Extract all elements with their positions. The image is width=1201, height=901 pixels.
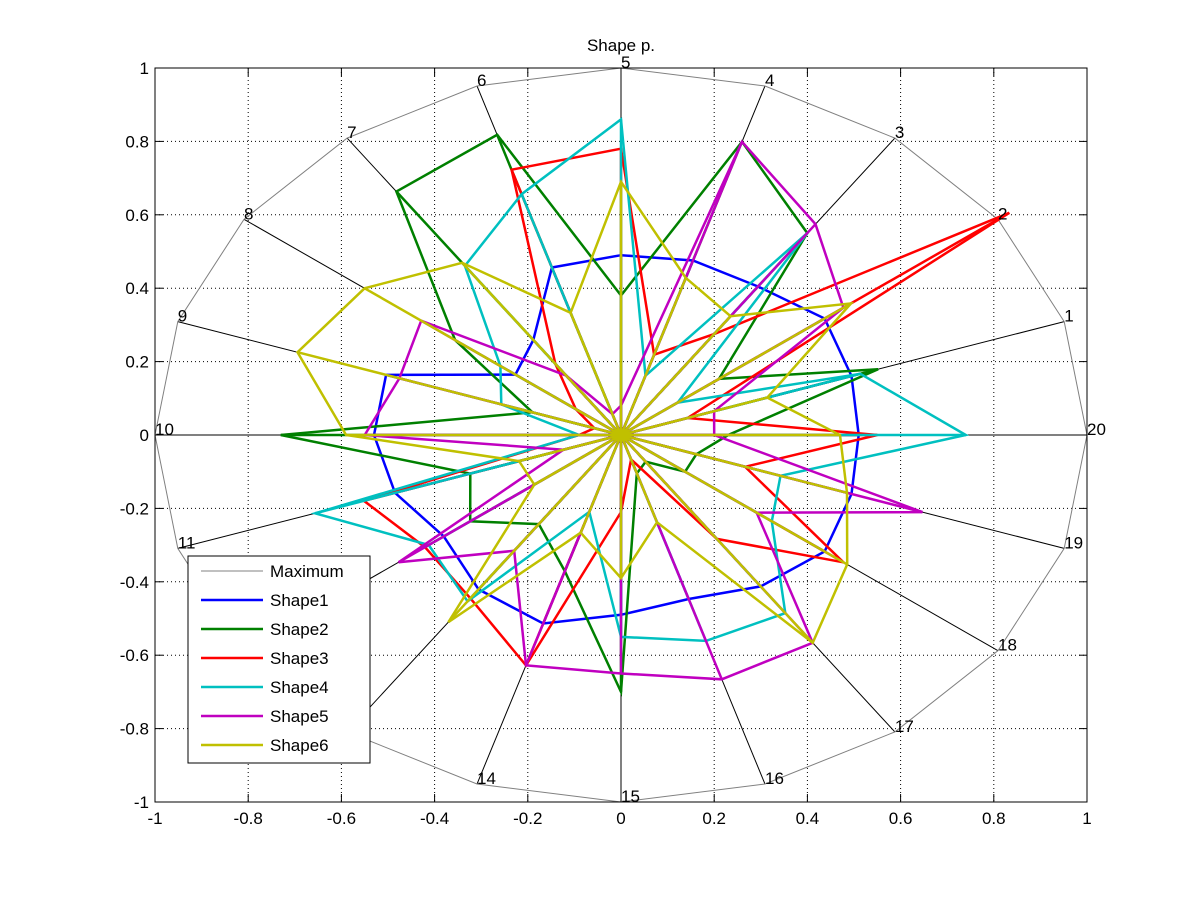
series-line-shape4 (310, 117, 970, 643)
series-spoke (620, 434, 814, 644)
series-spoke (619, 434, 659, 523)
x-tick-label: 0.2 (702, 809, 726, 828)
series-spoke (461, 261, 622, 436)
series-spoke (620, 433, 848, 495)
y-tick-label: -0.2 (120, 499, 149, 518)
x-tick-label: 0.6 (889, 809, 913, 828)
legend-label: Shape4 (270, 678, 329, 697)
spoke-label: 18 (998, 636, 1017, 655)
series-spoke (569, 312, 623, 436)
series-spoke (364, 287, 622, 437)
x-tick-label: -0.8 (234, 809, 263, 828)
spoke-label: 20 (1087, 420, 1106, 439)
series-spoke (518, 433, 622, 463)
spoke-label: 6 (477, 71, 486, 90)
y-tick-label: 0.8 (125, 132, 149, 151)
y-tick-label: 0.2 (125, 353, 149, 372)
x-tick-label: 0.4 (796, 809, 820, 828)
spoke-label: 9 (178, 307, 187, 326)
x-tick-label: 0 (616, 809, 625, 828)
spoke-label: 11 (178, 533, 196, 552)
y-tick-label: -0.4 (120, 573, 149, 592)
series-layer (280, 117, 1010, 697)
series-spoke (447, 434, 622, 623)
legend-label: Shape5 (270, 707, 329, 726)
spoke-labels: 1 2 3 4 5 6 7 8 9 10 11 14 15 16 17 18 19 20 (155, 53, 1106, 806)
spoke-label: 19 (1064, 533, 1083, 552)
series-spoke (620, 302, 852, 437)
legend-label: Maximum (270, 562, 344, 581)
spoke-label: 3 (895, 123, 904, 142)
y-tick-label: -0.6 (120, 646, 149, 665)
spoke-label: 16 (765, 769, 784, 788)
x-tick-label: 1 (1082, 809, 1091, 828)
spoke-label: 1 (1064, 307, 1073, 326)
spoke-label: 4 (765, 71, 774, 90)
series-spoke (297, 351, 622, 437)
series-spoke (533, 433, 622, 486)
spoke-label: 14 (477, 769, 496, 788)
series-spoke (620, 396, 768, 437)
y-tick-label: 0 (140, 426, 149, 445)
legend: Maximum Shape1 Shape2 Shape3 Shape4 Shape5 Sha… (187, 555, 371, 764)
x-tick-label: -1 (147, 809, 162, 828)
legend-label: Shape2 (270, 620, 329, 639)
x-tick-label: 0.8 (982, 809, 1006, 828)
series-spoke (579, 434, 623, 534)
legend-label: Shape1 (270, 591, 329, 610)
spoke-label: 5 (621, 53, 630, 72)
y-tick-label: 0.4 (125, 279, 149, 298)
legend-label: Shape3 (270, 649, 329, 668)
spoke-label: 2 (998, 204, 1007, 223)
axis-ticks: -1 -0.8 -0.6 -0.4 -0.2 0 0.2 0.4 0.6 0.8 1 -1 -0.8 -0… (120, 59, 1092, 828)
spoke-label: 17 (895, 717, 914, 736)
maximum-polygon (154, 67, 1088, 803)
y-tick-label: -0.8 (120, 720, 149, 739)
y-tick-label: -1 (134, 793, 149, 812)
series-spoke (620, 433, 848, 566)
x-tick-label: -0.6 (327, 809, 356, 828)
spoke-label: 15 (621, 787, 640, 806)
chart-title: Shape p. (587, 36, 655, 55)
spoke-label: 10 (155, 420, 174, 439)
x-tick-label: -0.2 (513, 809, 542, 828)
legend-box (187, 555, 371, 764)
series-spoke (620, 315, 732, 436)
legend-label: Shape6 (270, 736, 329, 755)
y-tick-label: 1 (140, 59, 149, 78)
spoke-label: 8 (244, 204, 253, 223)
y-tick-label: 0.6 (125, 206, 149, 225)
spoke-label: 7 (347, 123, 356, 142)
x-tick-label: -0.4 (420, 809, 449, 828)
series-spoke (619, 277, 687, 436)
